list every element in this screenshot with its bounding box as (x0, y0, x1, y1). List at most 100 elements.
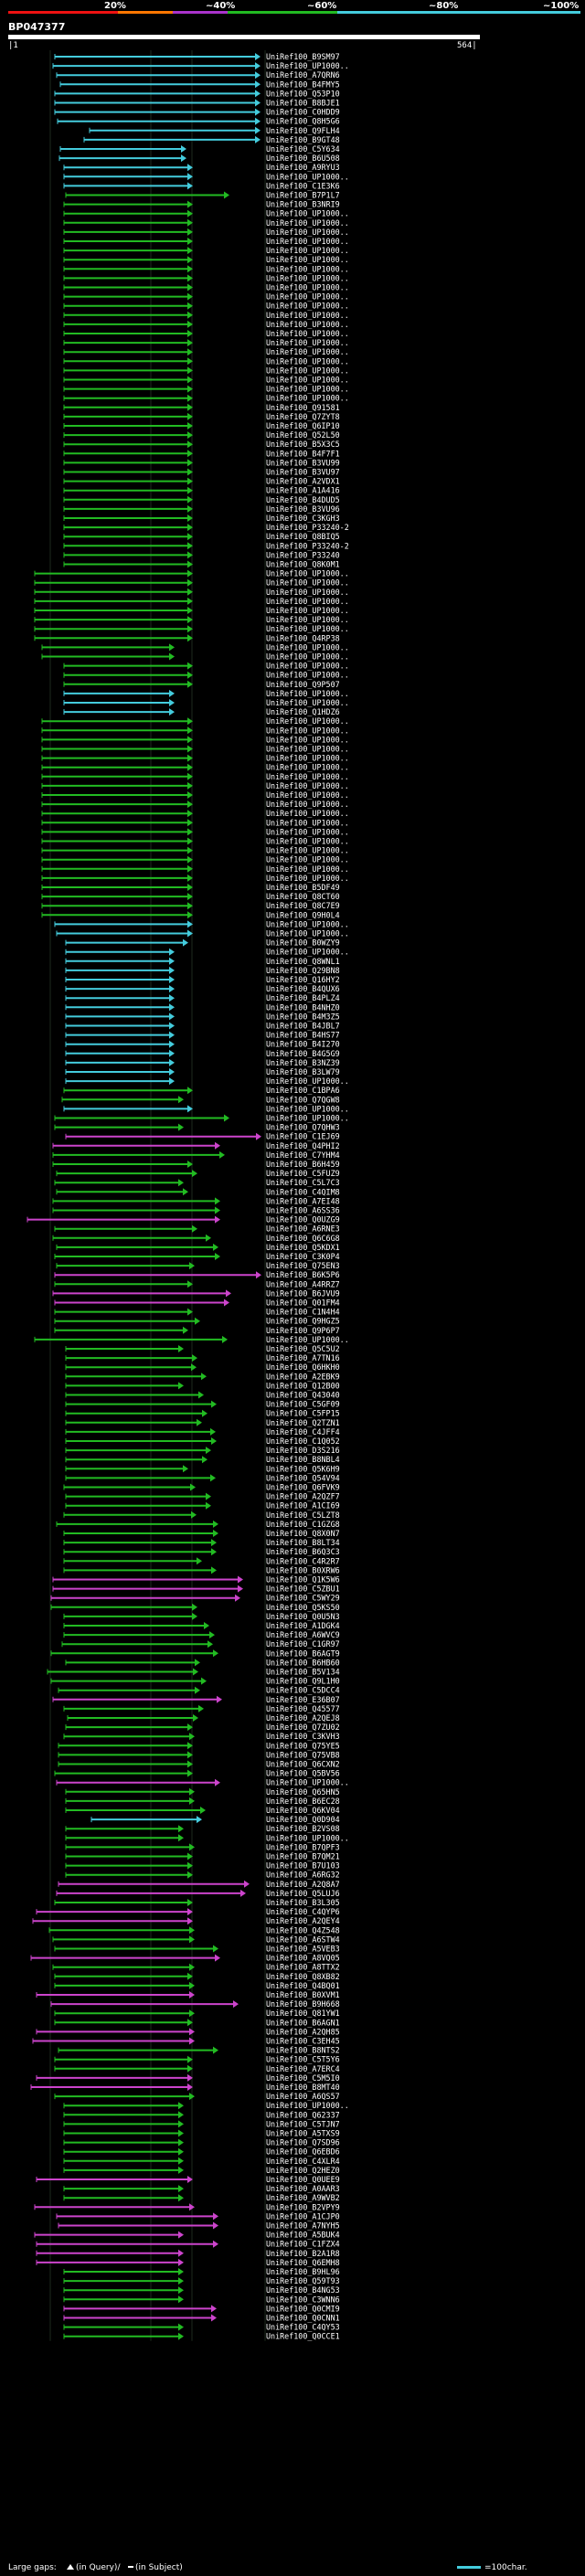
hit-label[interactable]: UniRef100_UP1000.. (266, 61, 349, 70)
hit-row[interactable]: UniRef100_C3K0P4 (54, 1252, 340, 1261)
hit-row[interactable]: UniRef100_C5L7C3 (54, 1178, 340, 1187)
hit-row[interactable]: UniRef100_UP1000.. (41, 726, 349, 735)
hit-label[interactable]: UniRef100_Q5C5U2 (266, 1344, 340, 1353)
hit-label[interactable]: UniRef100_Q8X0N7 (266, 1529, 340, 1538)
hit-label[interactable]: UniRef100_B2VPY9 (266, 2202, 340, 2211)
hit-row[interactable]: UniRef100_Q1K5W6 (52, 1575, 340, 1585)
hit-row[interactable]: UniRef100_Q5BV56 (54, 1769, 340, 1778)
hit-row[interactable]: UniRef100_UP1000.. (41, 745, 349, 754)
hit-row[interactable]: UniRef100_Q7ZYT8 (63, 412, 340, 421)
hit-row[interactable]: UniRef100_Q75YE5 (58, 1741, 340, 1750)
hit-row[interactable]: UniRef100_B4HS77 (65, 1031, 340, 1040)
hit-row[interactable]: UniRef100_A4RRZ7 (54, 1279, 340, 1288)
hit-row[interactable]: UniRef100_B9H668 (50, 1999, 340, 2009)
hit-label[interactable]: UniRef100_Q43040 (266, 1391, 340, 1400)
hit-row[interactable]: UniRef100_Q4RP38 (34, 633, 340, 642)
hit-row[interactable]: UniRef100_UP1000.. (63, 209, 349, 218)
hit-label[interactable]: UniRef100_A7TN16 (266, 1353, 340, 1362)
hit-label[interactable]: UniRef100_A2QH85 (266, 2027, 340, 2036)
hit-row[interactable]: UniRef100_UP1000.. (63, 292, 349, 302)
hit-row[interactable]: UniRef100_C0HDD9 (54, 108, 340, 117)
hit-label[interactable]: UniRef100_C5ZBU1 (266, 1585, 340, 1594)
hit-row[interactable]: UniRef100_A7NYH5 (58, 2221, 340, 2231)
hit-label[interactable]: UniRef100_C3WNN6 (266, 2295, 340, 2304)
hit-label[interactable]: UniRef100_C4XLR4 (266, 2157, 340, 2166)
hit-label[interactable]: UniRef100_UP1000.. (266, 320, 349, 329)
hit-row[interactable]: UniRef100_Q6EBD6 (63, 2147, 340, 2157)
hit-label[interactable]: UniRef100_Q9H0L4 (266, 910, 340, 919)
hit-label[interactable]: UniRef100_UP1000.. (266, 689, 349, 698)
hit-row[interactable]: UniRef100_B6AGN1 (54, 2018, 340, 2027)
hit-row[interactable]: UniRef100_C5T5Y6 (54, 2055, 340, 2064)
hit-label[interactable]: UniRef100_P33240 (266, 550, 340, 559)
hit-row[interactable]: UniRef100_B3L305 (54, 1898, 340, 1907)
hit-label[interactable]: UniRef100_B8MT40 (266, 2083, 340, 2092)
hit-label[interactable]: UniRef100_C5WY29 (266, 1594, 340, 1603)
hit-row[interactable]: UniRef100_C5WY29 (50, 1594, 340, 1603)
hit-row[interactable]: UniRef100_B0XVM1 (36, 1990, 340, 1999)
hit-label[interactable]: UniRef100_A6WVC9 (266, 1630, 340, 1639)
hit-row[interactable]: UniRef100_Q52L50 (63, 430, 340, 440)
hit-label[interactable]: UniRef100_E36B07 (266, 1695, 340, 1704)
hit-row[interactable]: UniRef100_UP1000.. (41, 827, 349, 836)
hit-label[interactable]: UniRef100_C4QY53 (266, 2323, 340, 2332)
hit-row[interactable]: UniRef100_UP1000.. (41, 652, 349, 662)
hit-label[interactable]: UniRef100_Q7QGW8 (266, 1095, 340, 1104)
hit-label[interactable]: UniRef100_B6K5P6 (266, 1270, 340, 1279)
hit-label[interactable]: UniRef100_C3KVH3 (266, 1732, 340, 1741)
hit-label[interactable]: UniRef100_Q9P507 (266, 680, 340, 689)
hit-label[interactable]: UniRef100_UP1000.. (266, 338, 349, 347)
hit-label[interactable]: UniRef100_UP1000.. (266, 781, 349, 790)
hit-row[interactable]: UniRef100_B0WZY9 (65, 938, 340, 948)
hit-label[interactable]: UniRef100_B2VS08 (266, 1824, 340, 1833)
hit-row[interactable]: UniRef100_A6WVC9 (63, 1630, 340, 1639)
hit-row[interactable]: UniRef100_Q8BIQ5 (63, 532, 340, 541)
hit-label[interactable]: UniRef100_C1E3K6 (266, 181, 340, 190)
hit-row[interactable]: UniRef100_Q9FLH4 (89, 126, 340, 135)
hit-label[interactable]: UniRef100_Q0UEE9 (266, 2175, 340, 2184)
hit-label[interactable]: UniRef100_A9RYU3 (266, 163, 340, 172)
hit-row[interactable]: UniRef100_A1CJP0 (56, 2211, 340, 2221)
hit-row[interactable]: UniRef100_C4QYP6 (36, 1907, 340, 1916)
hit-row[interactable]: UniRef100_Q9HGZ5 (54, 1317, 340, 1326)
hit-label[interactable]: UniRef100_UP1000.. (266, 569, 349, 578)
hit-label[interactable]: UniRef100_C5TJN7 (266, 2119, 340, 2128)
hit-label[interactable]: UniRef100_Q16HY2 (266, 975, 340, 984)
hit-row[interactable]: UniRef100_A2QZF7 (65, 1492, 340, 1501)
hit-label[interactable]: UniRef100_C7YHM4 (266, 1150, 340, 1160)
hit-row[interactable]: UniRef100_Q43040 (65, 1391, 340, 1400)
hit-row[interactable]: UniRef100_UP1000.. (41, 790, 349, 800)
hit-label[interactable]: UniRef100_A2QEJ8 (266, 1713, 340, 1723)
hit-row[interactable]: UniRef100_Q16HY2 (65, 975, 340, 984)
hit-label[interactable]: UniRef100_Q8WNL1 (266, 957, 340, 966)
hit-row[interactable]: UniRef100_B7U103 (65, 1861, 340, 1871)
hit-label[interactable]: UniRef100_Q4Z548 (266, 1925, 340, 1935)
hit-row[interactable]: UniRef100_Q0U5N3 (63, 1612, 340, 1621)
hit-label[interactable]: UniRef100_A1CJP0 (266, 2211, 340, 2221)
hit-label[interactable]: UniRef100_B7QPF3 (266, 1842, 340, 1851)
hit-row[interactable]: UniRef100_C1FZX4 (36, 2240, 340, 2249)
hit-label[interactable]: UniRef100_C1BPA6 (266, 1086, 340, 1095)
hit-row[interactable]: UniRef100_UP1000.. (41, 855, 349, 864)
hit-label[interactable]: UniRef100_B4DUD5 (266, 495, 340, 504)
hit-label[interactable]: UniRef100_UP1000.. (266, 588, 349, 597)
hit-label[interactable]: UniRef100_Q6EBD6 (266, 2147, 340, 2157)
hit-label[interactable]: UniRef100_Q9L1H0 (266, 1677, 340, 1686)
hit-row[interactable]: UniRef100_P33240-2 (63, 541, 349, 550)
hit-label[interactable]: UniRef100_Q54V94 (266, 1473, 340, 1482)
hit-row[interactable]: UniRef100_B2VPY9 (34, 2202, 340, 2211)
hit-row[interactable]: UniRef100_B4PLZ4 (65, 993, 340, 1002)
hit-label[interactable]: UniRef100_Q5KDX1 (266, 1243, 340, 1252)
hit-label[interactable]: UniRef100_A1DGK4 (266, 1621, 340, 1630)
hit-row[interactable]: UniRef100_Q8WNL1 (65, 957, 340, 966)
hit-row[interactable]: UniRef100_A2EBK9 (65, 1372, 340, 1381)
hit-label[interactable]: UniRef100_B3LW79 (266, 1067, 340, 1076)
hit-row[interactable]: UniRef100_D3S216 (65, 1446, 340, 1455)
hit-label[interactable]: UniRef100_B4NHZ0 (266, 1002, 340, 1012)
hit-label[interactable]: UniRef100_UP1000.. (266, 837, 349, 846)
hit-label[interactable]: UniRef100_P33240-2 (266, 523, 349, 532)
hit-label[interactable]: UniRef100_UP1000.. (266, 237, 349, 246)
hit-row[interactable]: UniRef100_Q9P6P7 (54, 1326, 340, 1335)
hit-label[interactable]: UniRef100_Q5KS50 (266, 1603, 340, 1612)
hit-label[interactable]: UniRef100_C4QIM8 (266, 1187, 340, 1196)
